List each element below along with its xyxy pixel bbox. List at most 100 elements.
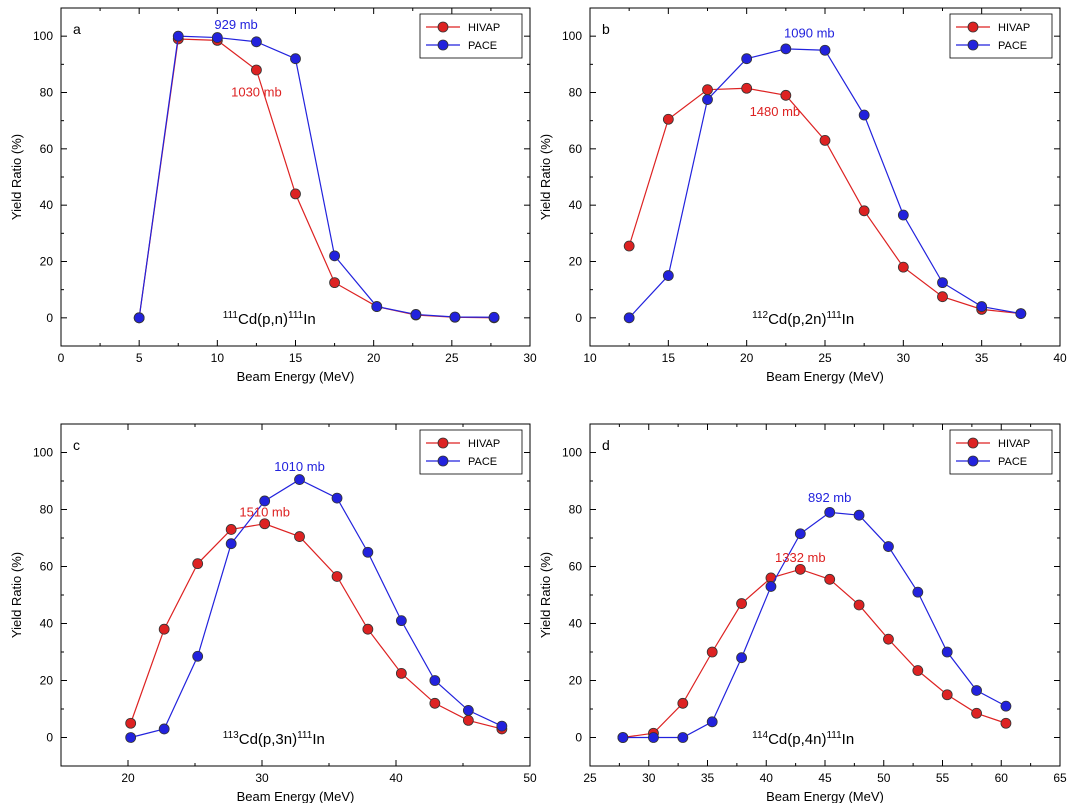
legend-label-pace: PACE: [998, 456, 1027, 468]
x-tick-label: 25: [445, 351, 459, 365]
y-tick-label: 40: [40, 198, 54, 212]
reaction-label: 112Cd(p,2n)111In: [752, 310, 854, 328]
data-point-hivap: [259, 518, 271, 530]
y-axis-title: Yield Ratio (%): [9, 552, 24, 638]
plot-frame: [589, 423, 1061, 767]
y-tick-label: 40: [569, 617, 583, 631]
data-point-hivap: [429, 697, 441, 709]
data-point-hivap: [225, 524, 237, 535]
x-tick-label: 40: [760, 771, 774, 785]
data-point-hivap: [794, 563, 806, 575]
data-point-pace: [251, 36, 262, 48]
chart-panel-d: 25 30 35 40 45 50 55 60 65 0 20 40 60 80 100 Beam Energ…: [538, 423, 1067, 803]
x-tick-label: 35: [701, 771, 715, 785]
data-point-pace: [883, 541, 894, 552]
legend: HIVAP PACE: [419, 13, 523, 59]
legend-label-pace: PACE: [998, 40, 1027, 52]
data-point-hivap: [251, 64, 262, 76]
data-point-hivap: [329, 277, 340, 289]
data-point-pace: [496, 720, 508, 732]
data-point-hivap: [662, 113, 674, 125]
data-point-pace: [1015, 308, 1027, 320]
x-tick-label: 60: [995, 771, 1009, 785]
y-tick-label: 80: [569, 86, 583, 100]
y-axis-title: Yield Ratio (%): [9, 134, 24, 220]
x-tick-label: 35: [975, 351, 989, 365]
y-tick-label: 40: [40, 617, 54, 631]
data-point-pace: [133, 312, 145, 324]
data-point-pace: [211, 32, 223, 43]
data-point-pace: [329, 250, 340, 262]
x-tick-label: 20: [121, 771, 135, 785]
y-tick-label: 20: [40, 255, 54, 269]
data-point-pace: [858, 109, 870, 121]
x-tick-label: 40: [389, 771, 403, 785]
y-tick-label: 60: [40, 560, 54, 574]
y-tick-label: 60: [40, 142, 54, 156]
data-point-pace: [853, 509, 865, 521]
data-point-pace: [410, 309, 422, 320]
data-point-hivap: [819, 134, 831, 146]
panel-label: c: [73, 437, 80, 453]
data-point-pace: [937, 277, 948, 289]
legend: HIVAP PACE: [949, 429, 1053, 475]
data-point-pace: [429, 675, 441, 686]
data-point-pace: [449, 311, 461, 323]
x-tick-label: 15: [289, 351, 303, 365]
y-tick-label: 80: [40, 86, 54, 100]
legend-marker-hivap: [967, 21, 979, 33]
data-point-hivap: [702, 84, 713, 96]
series-line-hivap: [130, 523, 503, 730]
x-tick-label: 30: [523, 351, 537, 365]
x-tick-label: 25: [818, 351, 832, 365]
cross-section-annotation: 1332 mb: [775, 550, 826, 565]
data-point-pace: [648, 732, 659, 743]
reaction-label: 113Cd(p,3n)111In: [223, 730, 325, 748]
data-point-hivap: [736, 598, 747, 609]
x-axis-title: Beam Energy (MeV): [237, 789, 355, 803]
x-tick-label: 65: [1053, 771, 1067, 785]
data-point-pace: [158, 723, 170, 735]
x-axis-title: Beam Energy (MeV): [766, 789, 884, 803]
data-point-pace: [662, 270, 674, 281]
legend-label-pace: PACE: [468, 456, 497, 468]
series-line-hivap: [622, 568, 1007, 739]
y-tick-label: 20: [569, 674, 583, 688]
data-point-pace: [794, 528, 806, 540]
legend: HIVAP PACE: [419, 429, 523, 475]
y-tick-label: 0: [575, 731, 582, 745]
data-point-pace: [976, 301, 988, 312]
x-tick-label: 40: [1053, 351, 1067, 365]
data-point-hivap: [971, 707, 982, 719]
data-point-pace: [765, 581, 777, 592]
x-axis-title: Beam Energy (MeV): [766, 369, 884, 384]
data-point-hivap: [824, 573, 836, 585]
y-axis-title: Yield Ratio (%): [538, 134, 553, 220]
data-point-pace: [290, 53, 301, 65]
legend-label-hivap: HIVAP: [998, 438, 1030, 450]
data-point-hivap: [677, 697, 689, 709]
data-point-hivap: [883, 633, 894, 645]
x-tick-label: 30: [255, 771, 269, 785]
cross-section-annotation: 892 mb: [808, 490, 851, 505]
data-point-pace: [294, 474, 305, 485]
data-point-hivap: [1000, 717, 1012, 729]
legend-marker-pace: [437, 39, 449, 51]
x-axis-title: Beam Energy (MeV): [237, 369, 355, 384]
legend-marker-pace: [967, 39, 979, 51]
legend-marker-hivap: [437, 437, 449, 449]
legend-label-pace: PACE: [468, 40, 497, 52]
data-point-pace: [819, 44, 831, 56]
data-point-pace: [488, 311, 500, 323]
series-line-pace: [628, 48, 1021, 319]
x-tick-label: 25: [583, 771, 597, 785]
x-tick-label: 15: [662, 351, 676, 365]
y-tick-label: 40: [569, 198, 583, 212]
legend-label-hivap: HIVAP: [998, 22, 1030, 34]
data-point-hivap: [362, 623, 374, 635]
chart-panel-b: 10 15 20 25 30 35 40 0 20 40 60 80 100 Beam Energy (M…: [538, 7, 1067, 384]
y-tick-label: 60: [569, 560, 583, 574]
data-point-hivap: [937, 291, 948, 303]
data-point-hivap: [853, 599, 865, 611]
cross-section-annotation: 1010 mb: [274, 459, 325, 474]
